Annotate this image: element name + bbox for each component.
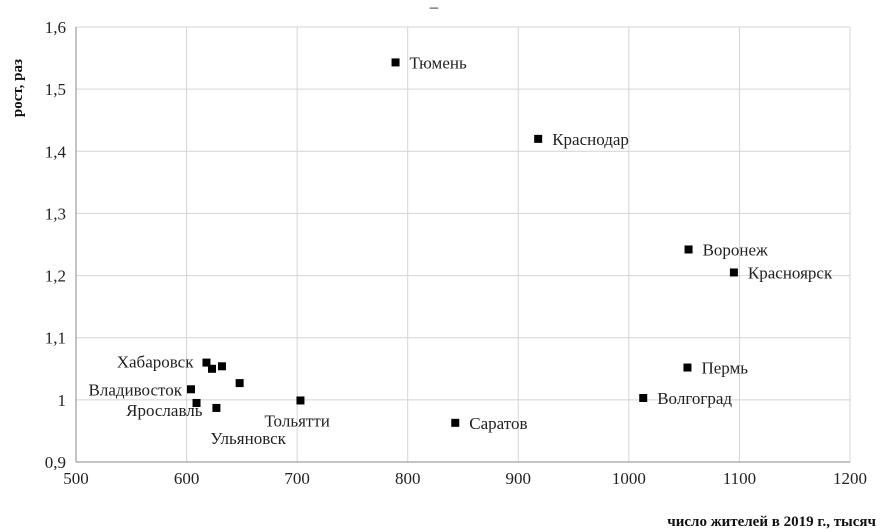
- point-label: Владивосток: [89, 380, 183, 399]
- point-label: Ярославль: [126, 401, 203, 420]
- data-point: [683, 363, 692, 372]
- tick-labels: 500 600 700 800 900 1000 1100 1200 0,9 1 1,1 1,2 1,3…: [45, 18, 867, 488]
- data-point: [235, 379, 244, 388]
- x-tick-label: 800: [395, 469, 421, 488]
- x-tick-label: 1100: [723, 469, 756, 488]
- x-tick-label: 600: [174, 469, 200, 488]
- x-tick-label: 1200: [833, 469, 867, 488]
- y-tick-label: 1,3: [45, 204, 66, 223]
- x-tick-label: 700: [284, 469, 310, 488]
- point-label: Саратов: [469, 414, 527, 433]
- y-tick-label: 1,6: [45, 18, 66, 37]
- y-tick-label: 1,1: [45, 329, 66, 348]
- point-label: Тюмень: [410, 53, 467, 72]
- data-point: [391, 58, 400, 67]
- data-point: [217, 362, 226, 371]
- axes: [75, 27, 850, 463]
- point-label: Ульяновск: [210, 429, 286, 448]
- x-tick-label: 1000: [612, 469, 646, 488]
- data-points: [186, 58, 738, 427]
- data-point: [451, 418, 460, 427]
- point-label: Хабаровск: [117, 353, 194, 372]
- data-point: [729, 268, 738, 277]
- x-axis-title: число жителей в 2019 г., тысяч: [667, 514, 876, 530]
- x-tick-label: 900: [506, 469, 532, 488]
- data-point: [296, 396, 305, 405]
- point-label: Пермь: [701, 359, 748, 378]
- point-labels: Тюмень Краснодар Воронеж Красноярск Пермь Вол…: [89, 53, 833, 448]
- data-point: [639, 393, 648, 402]
- y-tick-label: 1,4: [45, 142, 67, 161]
- y-tick-label: 1: [58, 391, 67, 410]
- grid: [75, 26, 851, 463]
- point-label: Красноярск: [748, 263, 833, 282]
- data-point: [202, 358, 211, 367]
- data-point: [192, 398, 201, 407]
- y-tick-label: 1,2: [45, 267, 66, 286]
- point-label: Волгоград: [657, 389, 732, 408]
- data-point: [534, 134, 543, 143]
- data-point: [208, 364, 217, 373]
- chart-title: –: [429, 0, 439, 16]
- y-axis-title: рост, раз: [10, 59, 26, 117]
- x-tick-label: 500: [63, 469, 89, 488]
- data-point: [684, 245, 693, 254]
- y-tick-label: 1,5: [45, 80, 66, 99]
- point-label: Тольятти: [264, 411, 329, 430]
- data-point: [186, 385, 195, 394]
- point-label: Воронеж: [703, 240, 768, 259]
- y-tick-label: 0,9: [45, 453, 66, 472]
- point-label: Краснодар: [552, 130, 629, 149]
- data-point: [212, 403, 221, 412]
